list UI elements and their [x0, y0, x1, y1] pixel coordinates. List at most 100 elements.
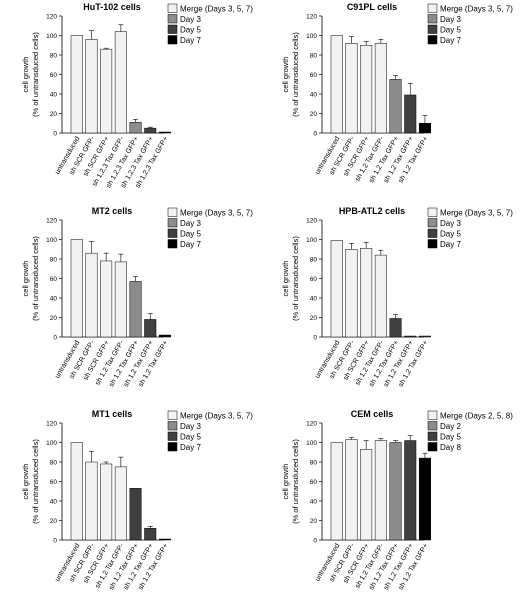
y-tick-label: 0	[313, 131, 317, 138]
bar	[330, 240, 343, 338]
y-tick-label: 60	[310, 479, 318, 486]
y-tick-label: 100	[306, 440, 317, 447]
bar	[70, 35, 83, 134]
legend-label: Day 7	[180, 36, 201, 45]
bar	[330, 442, 343, 541]
legend-label: Merge (Days 3, 5, 7)	[440, 5, 513, 14]
bar	[345, 439, 358, 541]
legend-label: Day 3	[180, 15, 201, 24]
chart-title: MT1 cells	[92, 409, 133, 419]
legend-label: Day 7	[180, 240, 201, 249]
y-axis-label: cell growth	[281, 261, 290, 297]
chart-panel-c91pl: C91PL cells cell growth (% of untransduced…	[260, 0, 520, 204]
bar	[389, 442, 402, 541]
bar	[114, 466, 127, 541]
legend-label: Day 5	[440, 26, 461, 35]
legend-swatch	[167, 24, 178, 34]
y-axis-label: (% of untransduced cells)	[31, 32, 40, 117]
legend-swatch	[427, 14, 438, 24]
chart-panel-hut102: HuT-102 cells cell growth (% of untransduc…	[0, 0, 260, 204]
y-tick-label: 20	[310, 111, 318, 118]
legend-swatch	[167, 207, 178, 217]
y-tick-label: 40	[50, 92, 58, 99]
y-axis-label: cell growth	[21, 261, 30, 297]
y-tick-label: 80	[310, 460, 318, 467]
bar	[129, 122, 142, 134]
legend-label: Day 3	[180, 219, 201, 228]
y-tick-label: 120	[46, 421, 57, 428]
legend-swatch	[427, 228, 438, 238]
y-tick-label: 20	[50, 111, 58, 118]
legend-label: Merge (Days 3, 5, 7)	[440, 209, 513, 218]
legend-label: Day 3	[440, 219, 461, 228]
legend-label: Day 2	[440, 422, 461, 431]
y-tick-label: 0	[53, 335, 57, 342]
legend-label: Day 3	[180, 422, 201, 431]
chart-title: HuT-102 cells	[83, 2, 141, 12]
legend-label: Day 3	[440, 15, 461, 24]
y-tick-label: 0	[53, 538, 57, 545]
bar	[70, 239, 83, 338]
bar	[418, 123, 431, 134]
y-axis-label: (% of untransduced cells)	[291, 236, 300, 321]
bar	[404, 335, 417, 338]
chart-panel-cem: CEM cells cell growth (% of untransduced c…	[260, 407, 520, 611]
chart-title: MT2 cells	[92, 206, 133, 216]
bar	[100, 260, 113, 338]
legend-swatch	[427, 218, 438, 228]
chart-svg: MT2 cells cell growth (% of untransduced c…	[21, 206, 253, 388]
legend-swatch	[167, 431, 178, 441]
legend-swatch	[167, 3, 178, 13]
y-tick-label: 0	[313, 538, 317, 545]
y-tick-label: 40	[310, 499, 318, 506]
y-tick-label: 120	[46, 218, 57, 225]
y-tick-label: 60	[310, 276, 318, 283]
bar	[85, 461, 98, 541]
bar	[100, 48, 113, 134]
y-tick-label: 20	[310, 315, 318, 322]
y-tick-label: 60	[50, 276, 58, 283]
y-tick-label: 100	[46, 33, 57, 40]
bar	[345, 43, 358, 134]
chart-svg: C91PL cells cell growth (% of untransduced…	[281, 2, 513, 184]
chart-title: C91PL cells	[347, 2, 397, 12]
bar	[345, 249, 358, 338]
y-axis-label: cell growth	[281, 464, 290, 500]
y-tick-label: 40	[310, 296, 318, 303]
chart-title: CEM cells	[351, 409, 394, 419]
legend-swatch	[167, 228, 178, 238]
bar	[360, 449, 373, 541]
bar	[389, 318, 402, 338]
legend-label: Day 5	[180, 26, 201, 35]
y-tick-label: 80	[50, 257, 58, 264]
y-tick-label: 100	[306, 33, 317, 40]
legend-swatch	[167, 239, 178, 249]
y-axis-label: (% of untransduced cells)	[31, 236, 40, 321]
bar	[100, 463, 113, 541]
chart-title: HPB-ATL2 cells	[339, 206, 405, 216]
y-tick-label: 40	[310, 92, 318, 99]
legend-swatch	[427, 410, 438, 420]
y-tick-label: 60	[310, 72, 318, 79]
legend-label: Day 5	[440, 433, 461, 442]
y-axis-label: (% of untransduced cells)	[291, 32, 300, 117]
bar	[70, 442, 83, 541]
bar	[114, 261, 127, 338]
y-axis-label: cell growth	[21, 57, 30, 93]
bar	[418, 335, 431, 338]
legend-swatch	[167, 14, 178, 24]
y-tick-label: 0	[53, 131, 57, 138]
legend-label: Merge (Days 3, 5, 7)	[180, 5, 253, 14]
legend-swatch	[427, 442, 438, 452]
bar	[144, 127, 157, 134]
legend-label: Merge (Days 3, 5, 7)	[180, 412, 253, 421]
legend-swatch	[427, 3, 438, 13]
legend-label: Day 7	[180, 443, 201, 452]
legend-swatch	[167, 421, 178, 431]
legend-swatch	[167, 442, 178, 452]
y-axis-label: (% of untransduced cells)	[31, 439, 40, 524]
y-tick-label: 80	[50, 460, 58, 467]
legend-label: Day 7	[440, 240, 461, 249]
y-tick-label: 120	[306, 14, 317, 21]
chart-panel-mt1: MT1 cells cell growth (% of untransduced c…	[0, 407, 260, 611]
